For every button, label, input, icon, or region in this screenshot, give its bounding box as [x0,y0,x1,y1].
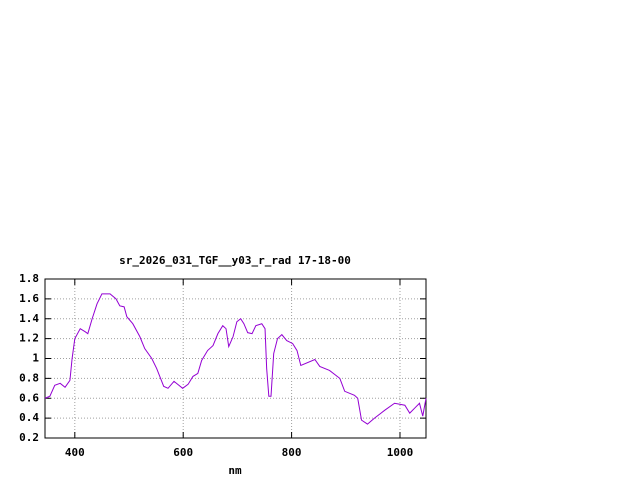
y-tick-label: 1.6 [19,292,39,305]
y-tick-label: 0.8 [19,371,39,384]
y-tick-label: 1.4 [19,312,39,325]
y-tick-label: 0.4 [19,411,39,424]
data-line [44,293,427,425]
x-tick-label: 600 [173,446,193,459]
x-tick-label: 800 [282,446,302,459]
x-axis-label: nm [228,464,242,477]
y-tick-label: 1 [32,352,39,365]
y-tick-label: 0.6 [19,391,39,404]
y-tick-label: 1.2 [19,332,39,345]
y-tick-label: 1.8 [19,272,39,285]
y-tick-label: 0.2 [19,431,39,444]
plot-frame [44,278,427,439]
x-tick-label: 1000 [387,446,414,459]
chart-title: sr_2026_031_TGF__y03_r_rad 17-18-00 [119,254,351,267]
x-tick-label: 400 [65,446,85,459]
